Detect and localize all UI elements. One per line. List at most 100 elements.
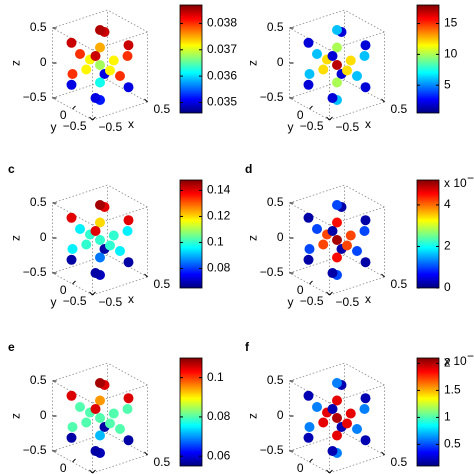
box-edge: [92, 31, 148, 51]
panel-label: e: [8, 340, 15, 354]
point: [303, 390, 314, 401]
z-tick-label: −0.5: [260, 443, 284, 457]
z-tick-label: 0: [277, 55, 284, 69]
point: [105, 65, 115, 76]
box-edge: [289, 432, 345, 452]
point: [352, 424, 362, 434]
point: [332, 252, 342, 263]
point: [318, 417, 329, 428]
point: [318, 64, 329, 75]
point: [359, 226, 370, 236]
x-tick-label: 0.5: [391, 102, 408, 116]
colorbar-tick-label: 0.5: [444, 437, 461, 451]
box-edge: [344, 254, 385, 278]
colorbar-multiplier: x 10: [444, 354, 467, 368]
z-tick-label: −0.5: [23, 90, 47, 104]
box-edge: [107, 432, 148, 456]
colorbar: [416, 4, 440, 114]
colorbar: [179, 179, 203, 289]
point: [105, 240, 115, 251]
colorbar-exponent: −3: [467, 349, 474, 363]
z-tick-label: −0.5: [260, 265, 284, 279]
colorbar-tick-label: 5: [444, 77, 451, 91]
point: [123, 40, 134, 51]
point: [81, 239, 92, 250]
point: [345, 55, 356, 66]
box-edge: [289, 97, 330, 121]
point: [67, 244, 78, 254]
point: [360, 393, 371, 404]
point: [360, 435, 371, 446]
point: [327, 51, 338, 61]
box-edge: [289, 450, 330, 474]
point: [105, 418, 115, 429]
point: [332, 60, 342, 70]
box-edge: [289, 9, 345, 29]
panel-label: c: [8, 162, 15, 176]
point: [95, 235, 105, 245]
colorbar-multiplier: x 10: [444, 176, 467, 190]
point: [66, 37, 77, 48]
x-axis-label: x: [128, 470, 134, 474]
y-tick: [309, 280, 313, 285]
box-edge: [329, 206, 385, 226]
point: [81, 64, 92, 75]
box-edge: [52, 254, 108, 274]
colorbar-tick-label: 1.5: [444, 383, 461, 397]
x-tick: [326, 116, 330, 121]
y-tick-label: 0: [60, 461, 67, 474]
point: [66, 79, 77, 90]
point: [66, 390, 77, 401]
point: [75, 224, 85, 234]
point: [81, 417, 92, 428]
z-tick-label: 0: [40, 408, 47, 422]
box-edge: [52, 272, 93, 296]
y-axis-label: y: [288, 295, 294, 309]
x-tick-label: 0.5: [391, 277, 408, 291]
point: [123, 82, 134, 93]
colorbar-tick-label: 0.14: [207, 183, 231, 197]
point: [327, 446, 338, 456]
panel-label: d: [245, 162, 252, 176]
x-tick: [326, 469, 330, 474]
box-edge: [344, 9, 385, 33]
point: [95, 252, 105, 263]
y-tick-label: 0: [60, 108, 67, 122]
y-tick: [92, 469, 96, 474]
y-tick-label: −0.5: [63, 119, 87, 133]
z-tick-label: 0: [277, 408, 284, 422]
colorbar-tick-label: 2: [444, 239, 451, 253]
y-tick-label: 0: [297, 461, 304, 474]
point: [95, 200, 105, 210]
x-tick: [381, 273, 385, 278]
x-tick-label: 0.5: [391, 455, 408, 469]
box-edge: [107, 79, 148, 103]
colorbar-tick-label: 15: [444, 16, 458, 30]
point: [122, 404, 133, 414]
point: [108, 230, 119, 241]
x-tick-label: −0.5: [99, 120, 123, 134]
y-tick: [309, 458, 313, 463]
point: [122, 226, 133, 236]
point: [90, 93, 101, 103]
point: [95, 77, 105, 88]
x-axis-label: x: [128, 117, 134, 131]
point: [332, 77, 342, 88]
x-axis-label: x: [365, 292, 371, 306]
point: [90, 446, 101, 456]
point: [123, 393, 134, 404]
y-tick: [92, 116, 96, 121]
point: [95, 395, 105, 406]
point: [108, 408, 119, 419]
point: [360, 40, 371, 51]
box-edge: [289, 254, 345, 274]
x-tick: [89, 116, 93, 121]
box-edge: [289, 202, 330, 226]
point: [303, 254, 314, 265]
point: [90, 268, 101, 278]
x-tick-label: −0.5: [336, 120, 360, 134]
point: [312, 224, 322, 234]
point: [115, 246, 125, 256]
point: [359, 51, 370, 61]
